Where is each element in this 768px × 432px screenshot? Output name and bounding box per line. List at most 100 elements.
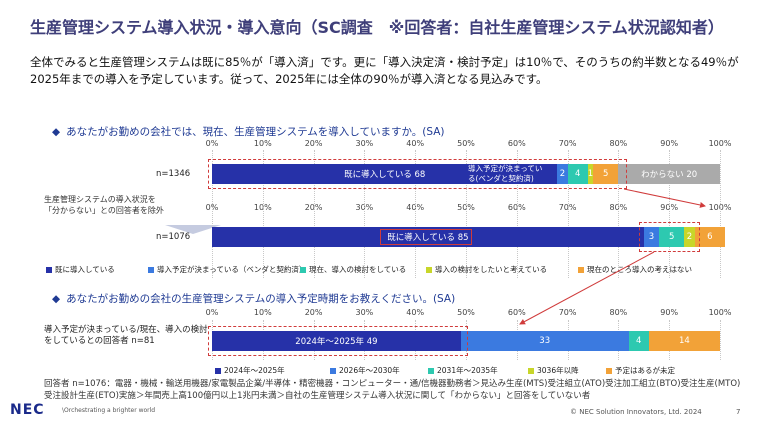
data-label: 3 bbox=[648, 232, 655, 242]
data-label: 2024年～2025年 49 bbox=[295, 337, 378, 347]
tick-text: 20% bbox=[304, 139, 323, 148]
data-label: 5 bbox=[602, 169, 609, 179]
legend-swatch bbox=[426, 267, 432, 273]
legend-item: 3036年以降 bbox=[528, 365, 579, 376]
gridline bbox=[567, 150, 569, 278]
data-label: 2 bbox=[559, 169, 566, 179]
legend-label: 3036年以降 bbox=[537, 366, 579, 375]
stacked-bar: 2024年～2025年 49 33 4 14 bbox=[212, 331, 720, 351]
bar-segment: 6 bbox=[694, 227, 726, 247]
gridline bbox=[720, 150, 721, 278]
legend-item: 2024年～2025年 bbox=[215, 365, 285, 376]
legend-label: 導入予定が決まっている（ベンダと契約済） bbox=[157, 265, 307, 274]
tick-text: 60% bbox=[507, 139, 526, 148]
bar-segment: 2024年～2025年 49 bbox=[212, 331, 461, 351]
data-label: 6 bbox=[707, 232, 713, 242]
legend-label: 2024年～2025年 bbox=[224, 366, 285, 375]
data-label: 33 bbox=[539, 336, 551, 346]
bar-segment: 4 bbox=[628, 331, 649, 351]
data-label: 4 bbox=[635, 336, 642, 346]
gridline bbox=[212, 150, 213, 278]
legend-swatch bbox=[606, 368, 612, 374]
arrow-to-timing-chart bbox=[519, 251, 655, 325]
tick-text: 20% bbox=[304, 308, 323, 317]
tick-text: 50% bbox=[457, 308, 475, 317]
question-1: ◆ あなたがお勤めの会社では、現在、生産管理システムを導入していますか。(SA) bbox=[52, 124, 444, 139]
tick-text: 80% bbox=[609, 139, 628, 148]
bar-segment: わからない 20 bbox=[618, 164, 720, 184]
tick-text: 30% bbox=[355, 308, 374, 317]
legend-item: 2026年～2030年 bbox=[330, 365, 400, 376]
gridline bbox=[313, 150, 315, 278]
tick-text: 0% bbox=[205, 308, 219, 317]
chevron-down-icon bbox=[165, 225, 221, 234]
data-label: 既に導入している 85 bbox=[387, 233, 469, 243]
contract-annotation: 導入予定が決まっている(ベンダと契約済) bbox=[468, 164, 543, 183]
tick-text: 90% bbox=[660, 139, 679, 148]
bar-segment: 1 bbox=[588, 164, 593, 184]
highlight-box bbox=[380, 229, 472, 245]
gridline bbox=[415, 150, 417, 278]
highlight-box bbox=[208, 159, 628, 189]
legend-swatch bbox=[528, 368, 534, 374]
bar-segment: 2 bbox=[557, 164, 568, 184]
row-label: 導入予定が決まっている/現在、導入の検討をしているとの回答者 n=81 bbox=[44, 325, 208, 346]
diamond-icon: ◆ bbox=[52, 293, 61, 305]
tick-text: 70% bbox=[558, 139, 577, 148]
legend-item: 既に導入している bbox=[46, 264, 115, 275]
legend-item: 予定はあるが未定 bbox=[606, 365, 675, 376]
bar-segment: 既に導入している 68 bbox=[212, 164, 558, 184]
gridline bbox=[516, 150, 518, 278]
data-label: わからない 20 bbox=[641, 170, 698, 180]
respondent-note: 回答者 n=1076：電器・機械・輸送用機器/家電製品企業/半導体・精密機器・コ… bbox=[44, 379, 741, 401]
legend-swatch bbox=[578, 267, 584, 273]
highlight-box bbox=[208, 326, 468, 356]
legend-label: 現在、導入の検討をしている bbox=[309, 265, 407, 274]
legend-swatch bbox=[330, 368, 336, 374]
data-label: 14 bbox=[679, 336, 690, 346]
page-number: 7 bbox=[736, 408, 741, 416]
bar-segment: 2 bbox=[684, 227, 695, 247]
gridline bbox=[618, 150, 620, 278]
tick-text: 100% bbox=[708, 308, 732, 317]
legend-item: 現在のところ導入の考えはない bbox=[578, 264, 692, 275]
tick-text: 40% bbox=[406, 308, 425, 317]
stacked-bar: 既に導入している 85 3 5 2 6 bbox=[212, 227, 726, 247]
row-label: n=1076 bbox=[156, 232, 191, 242]
summary-text: 全体でみると生産管理システムは既に85％が「導入済」です。更に「導入決定済・検討… bbox=[30, 55, 739, 86]
legend-label: 予定はあるが未定 bbox=[615, 366, 675, 375]
tick-text: 50% bbox=[457, 139, 475, 148]
question-1-text: あなたがお勤めの会社では、現在、生産管理システムを導入していますか。(SA) bbox=[66, 126, 445, 138]
gridline bbox=[466, 150, 467, 278]
row-label: n=1346 bbox=[156, 169, 191, 179]
legend-item: 現在、導入の検討をしている bbox=[300, 264, 406, 275]
tagline: \Orchestrating a brighter world bbox=[62, 407, 156, 414]
legend-item: 2031年～2035年 bbox=[428, 365, 498, 376]
bar-segment: 5 bbox=[659, 227, 685, 247]
bar-segment: 14 bbox=[648, 331, 720, 351]
gridline bbox=[720, 320, 721, 360]
bar-segment: 5 bbox=[593, 164, 619, 184]
bar-segment: 4 bbox=[567, 164, 588, 184]
bar-segment: 33 bbox=[460, 331, 629, 351]
legend-item: 導入予定が決まっている（ベンダと契約済） bbox=[148, 264, 306, 275]
legend-swatch bbox=[428, 368, 434, 374]
data-label: 4 bbox=[575, 169, 581, 179]
data-label: 5 bbox=[669, 232, 675, 242]
bar-segment: 3 bbox=[643, 227, 660, 247]
diamond-icon: ◆ bbox=[52, 126, 61, 138]
question-2-text: あなたがお勤めの会社の生産管理システムの導入予定時期をお教えください。(SA) bbox=[66, 293, 456, 305]
legend-label: 現在のところ導入の考えはない bbox=[587, 265, 692, 274]
stacked-bar: 既に導入している 68 2 4 1 5 わからない 20 bbox=[212, 164, 720, 184]
gridline bbox=[262, 150, 264, 278]
legend-item: 導入の検討をしたいと考えている bbox=[426, 264, 547, 275]
gridline bbox=[669, 150, 671, 278]
tick-text: 80% bbox=[609, 308, 628, 317]
legend-swatch bbox=[300, 267, 306, 273]
legend-label: 2026年～2030年 bbox=[339, 366, 400, 375]
tick-text: 70% bbox=[558, 308, 577, 317]
copyright: © NEC Solution Innovators, Ltd. 2024 bbox=[570, 408, 702, 416]
gridline bbox=[364, 150, 366, 278]
data-label: 既に導入している 68 bbox=[344, 170, 426, 180]
tick-text: 40% bbox=[406, 139, 425, 148]
